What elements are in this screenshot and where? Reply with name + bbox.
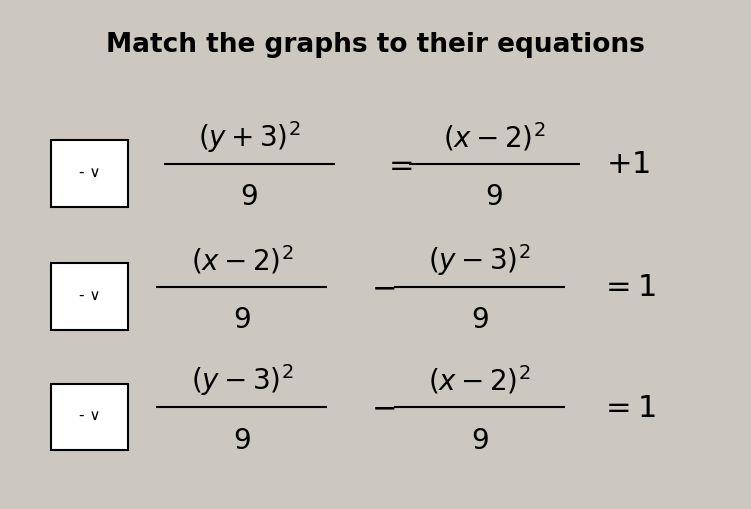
Text: $9$: $9$ (471, 305, 488, 333)
Text: - ∨: - ∨ (79, 407, 101, 422)
Text: $\it{(x-2)}^2$: $\it{(x-2)}^2$ (443, 121, 545, 153)
Text: $=1$: $=1$ (600, 393, 656, 421)
Text: - ∨: - ∨ (79, 164, 101, 179)
Text: $9$: $9$ (485, 183, 503, 211)
FancyBboxPatch shape (51, 141, 128, 208)
FancyBboxPatch shape (51, 264, 128, 330)
FancyBboxPatch shape (51, 384, 128, 450)
Text: $-$: $-$ (371, 273, 395, 301)
Text: $9$: $9$ (471, 426, 488, 454)
Text: $\it{(y-3)}^2$: $\it{(y-3)}^2$ (191, 362, 293, 398)
Text: $\it{(x-2)}^2$: $\it{(x-2)}^2$ (428, 363, 531, 396)
Text: $=1$: $=1$ (600, 273, 656, 301)
Text: Match the graphs to their equations: Match the graphs to their equations (106, 32, 645, 58)
Text: $9$: $9$ (233, 426, 251, 454)
Text: $\it{(y+3)}^2$: $\it{(y+3)}^2$ (198, 119, 300, 155)
Text: $-$: $-$ (371, 393, 395, 421)
Text: - ∨: - ∨ (79, 287, 101, 302)
Text: $9$: $9$ (233, 305, 251, 333)
Text: $9$: $9$ (240, 183, 258, 211)
Text: $=$: $=$ (382, 150, 413, 179)
Text: $+1$: $+1$ (606, 150, 650, 179)
Text: $\it{(y-3)}^2$: $\it{(y-3)}^2$ (428, 242, 531, 277)
Text: $\it{(x-2)}^2$: $\it{(x-2)}^2$ (191, 243, 293, 276)
